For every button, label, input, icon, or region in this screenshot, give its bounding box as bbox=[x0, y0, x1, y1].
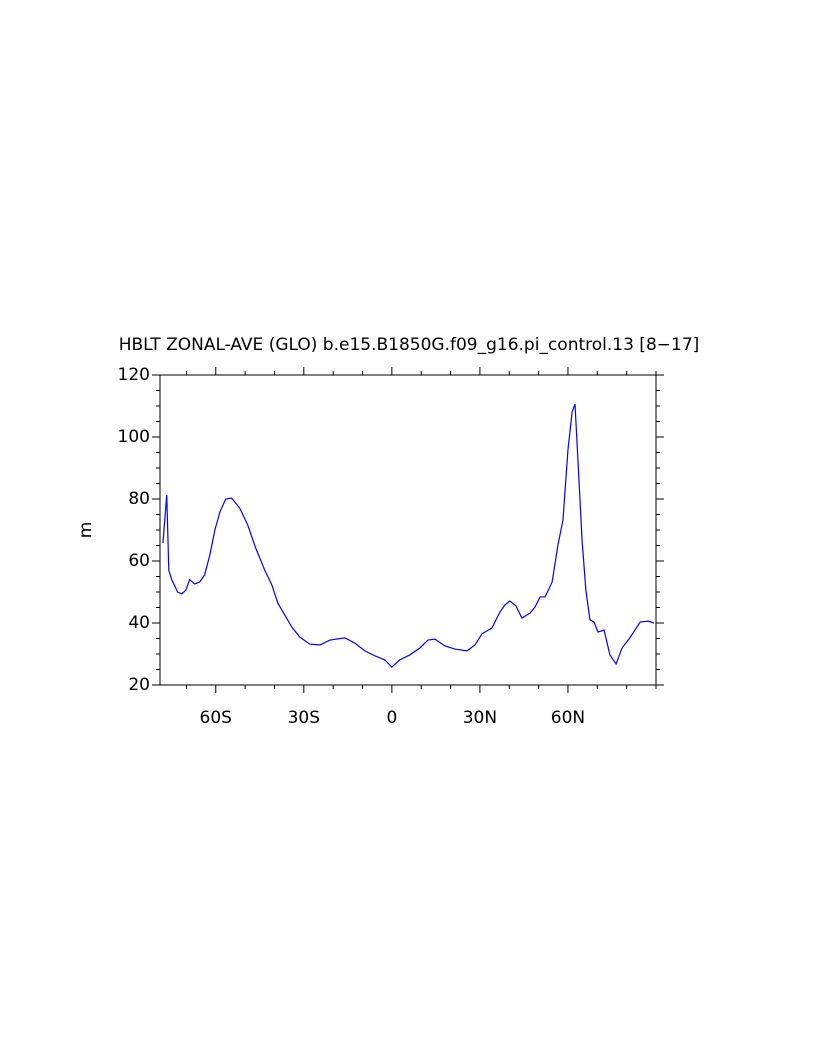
y-tick-label: 120 bbox=[118, 365, 150, 385]
data-line bbox=[162, 403, 655, 668]
y-tick-label: 60 bbox=[128, 551, 150, 571]
y-tick-label: 40 bbox=[128, 613, 150, 633]
x-tick-label: 60N bbox=[551, 708, 585, 728]
x-tick-label: 0 bbox=[386, 708, 397, 728]
y-tick-label: 20 bbox=[128, 675, 150, 695]
y-tick-label: 80 bbox=[128, 489, 150, 509]
x-tick-label: 60S bbox=[200, 708, 232, 728]
x-tick-label: 30S bbox=[288, 708, 320, 728]
y-axis-label: m bbox=[76, 522, 96, 539]
chart-title: HBLT ZONAL-AVE (GLO) b.e15.B1850G.f09_g1… bbox=[119, 335, 700, 355]
x-tick-label: 30N bbox=[463, 708, 497, 728]
y-tick-label: 100 bbox=[118, 427, 150, 447]
